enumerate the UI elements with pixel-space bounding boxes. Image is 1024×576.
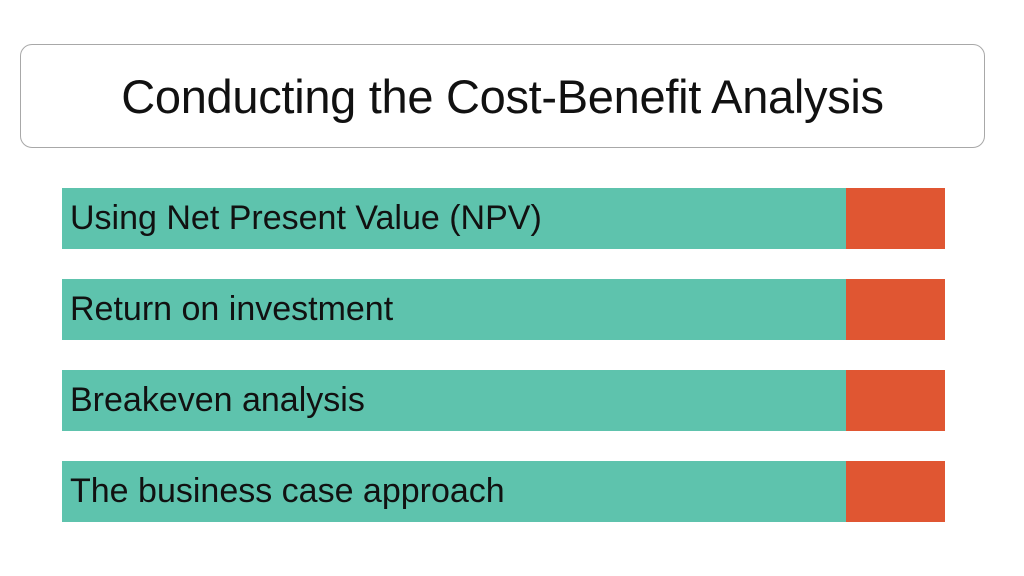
list-item: The business case approach [62, 461, 945, 522]
list-item-accent [846, 188, 945, 249]
list-item-label-box: Return on investment [62, 279, 846, 340]
list-item: Breakeven analysis [62, 370, 945, 431]
list-item-label: Breakeven analysis [70, 381, 365, 419]
list-item-accent [846, 461, 945, 522]
list-item-label-box: Using Net Present Value (NPV) [62, 188, 846, 249]
list-item-label: The business case approach [70, 472, 505, 510]
list-item-label-box: Breakeven analysis [62, 370, 846, 431]
list-item-accent [846, 370, 945, 431]
list-item-accent [846, 279, 945, 340]
list-item-label: Return on investment [70, 290, 394, 328]
list-item: Using Net Present Value (NPV) [62, 188, 945, 249]
list-item-label: Using Net Present Value (NPV) [70, 199, 542, 237]
slide-title: Conducting the Cost-Benefit Analysis [121, 69, 884, 123]
slide-title-box: Conducting the Cost-Benefit Analysis [20, 44, 985, 148]
list-item: Return on investment [62, 279, 945, 340]
list-item-label-box: The business case approach [62, 461, 846, 522]
